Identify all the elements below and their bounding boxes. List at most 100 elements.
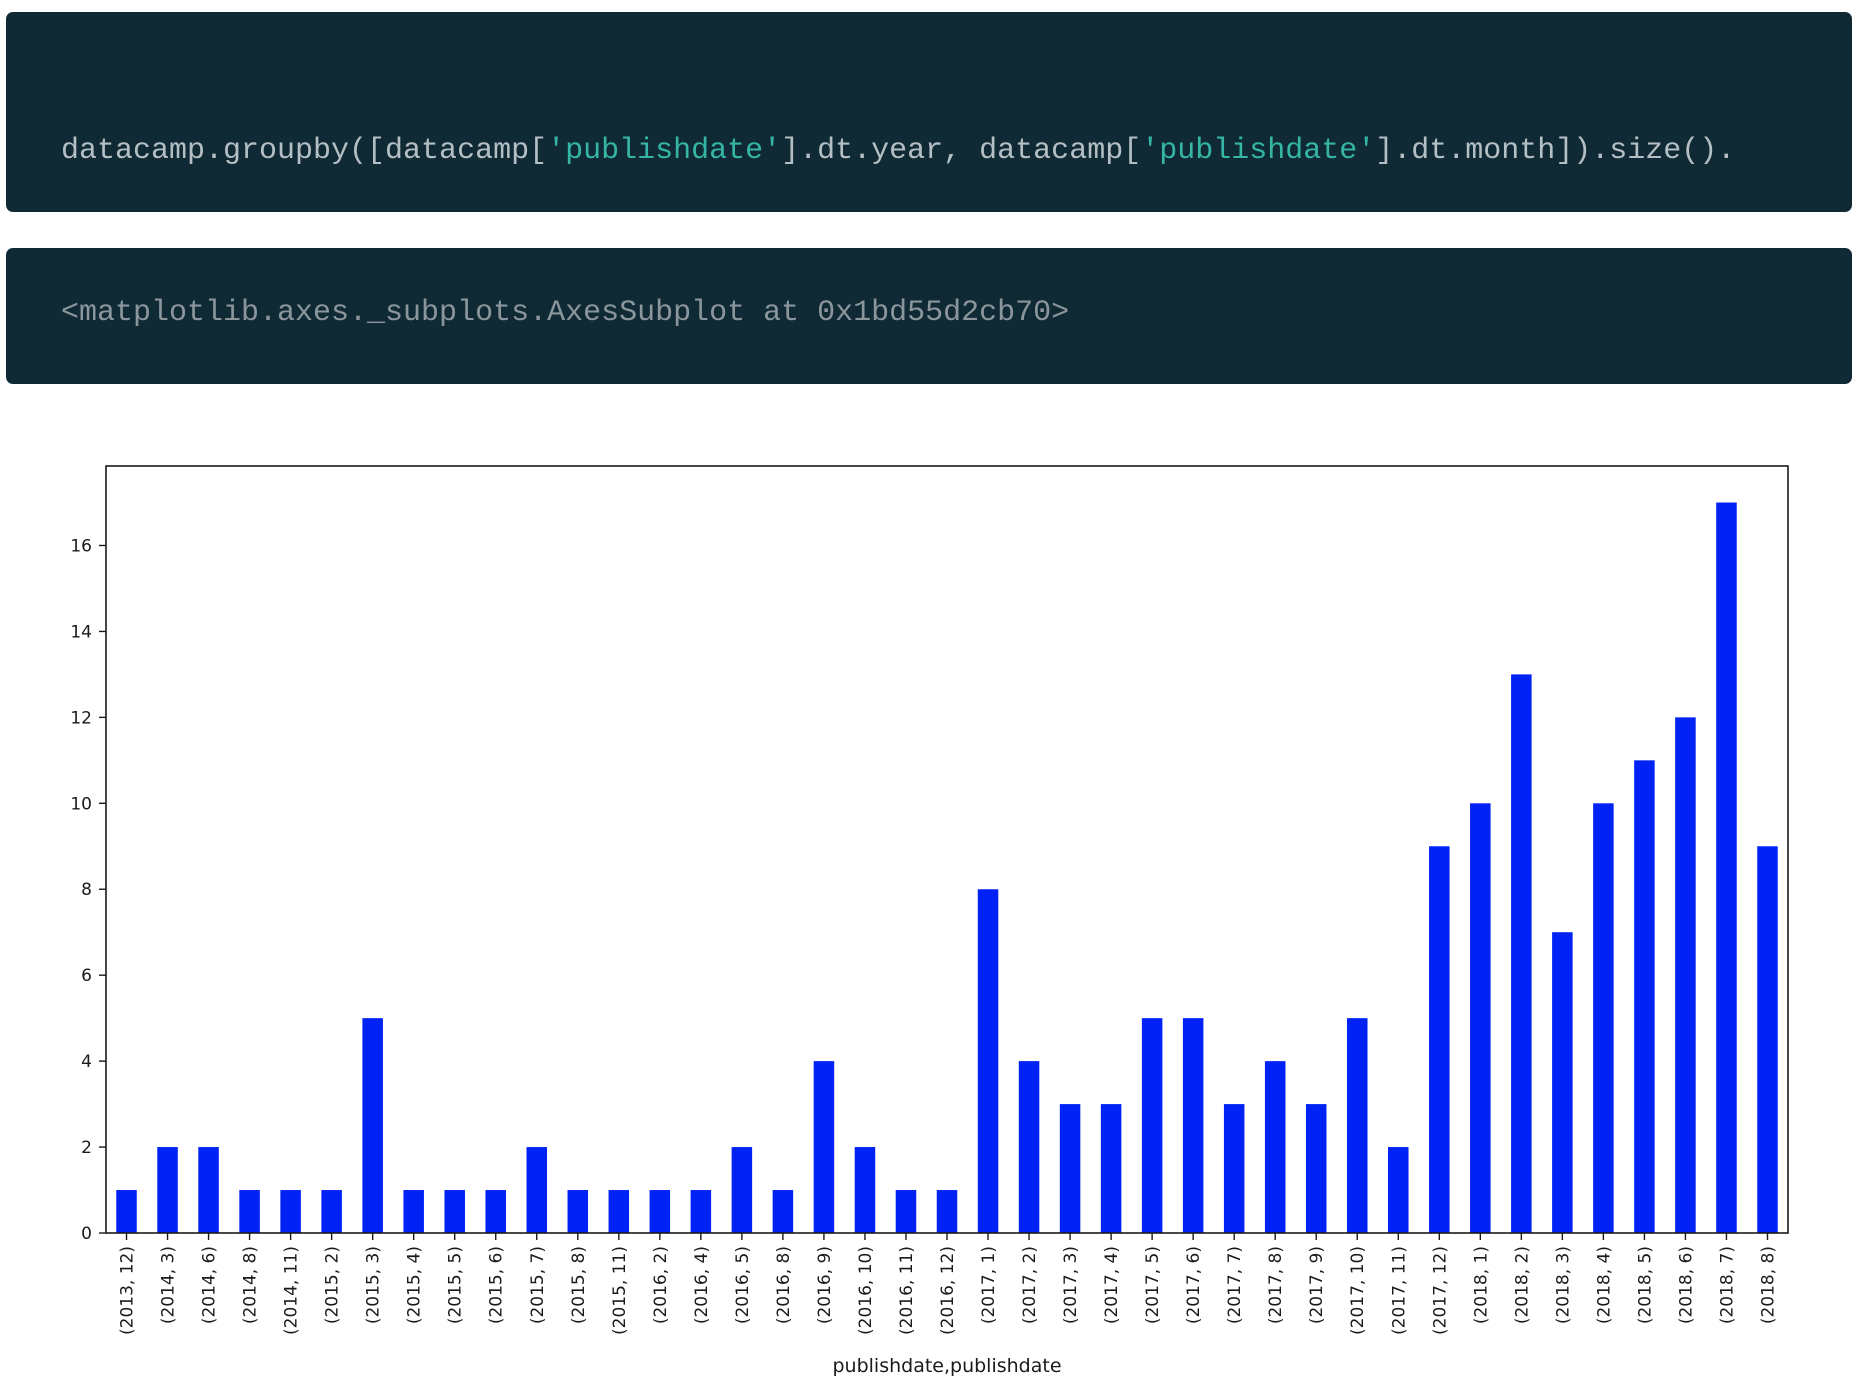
code-output-line: <matplotlib.axes._subplots.AxesSubplot a…	[61, 296, 1070, 330]
code-string-token: 'publishdate'	[547, 134, 782, 168]
x-tick-label: (2017, 8)	[1266, 1246, 1286, 1324]
bar	[1757, 846, 1778, 1233]
bar	[1264, 1061, 1286, 1233]
x-tick-label: (2015, 4)	[405, 1246, 425, 1324]
bar	[1388, 1147, 1409, 1233]
x-tick-label: (2016, 8)	[774, 1246, 794, 1324]
code-input-line: datacamp.groupby([datacamp['publishdate'…	[61, 134, 1735, 168]
y-ticks: 0 2 4 6 8 10 12 14 16	[70, 536, 106, 1244]
x-axis-label: publishdate,publishdate	[832, 1355, 1061, 1377]
x-tick-label: (2014, 3)	[159, 1246, 179, 1324]
x-tick-label: (2018, 7)	[1717, 1246, 1737, 1324]
bar	[444, 1190, 465, 1233]
x-tick-label: (2017, 2)	[1020, 1246, 1040, 1324]
code-output-cell: <matplotlib.axes._subplots.AxesSubplot a…	[6, 248, 1852, 384]
x-tick-label: (2016, 2)	[651, 1246, 671, 1324]
bar	[1346, 1018, 1368, 1233]
bar	[567, 1190, 589, 1233]
x-tick-label: (2018, 4)	[1594, 1246, 1614, 1324]
bar	[1593, 803, 1614, 1233]
bar	[690, 1190, 712, 1233]
x-tick-label: (2016, 4)	[692, 1246, 712, 1324]
bar	[813, 1061, 835, 1233]
x-tick-label: (2015, 5)	[446, 1246, 466, 1324]
bar	[1470, 803, 1491, 1233]
x-tick-label: (2017, 12)	[1430, 1246, 1450, 1335]
x-tick-label: (2014, 8)	[241, 1246, 261, 1324]
code-input-cell: datacamp.groupby([datacamp['publishdate'…	[6, 12, 1852, 212]
x-tick-label: (2015, 6)	[487, 1246, 507, 1324]
x-tick-label: (2017, 3)	[1061, 1246, 1081, 1324]
bar	[116, 1190, 137, 1233]
bar	[1018, 1061, 1040, 1233]
x-tick-label: (2017, 5)	[1143, 1246, 1163, 1324]
x-tick-label: (2016, 9)	[815, 1246, 835, 1324]
x-tick-label: (2015, 8)	[569, 1246, 589, 1324]
bar	[731, 1147, 753, 1233]
bar	[1305, 1104, 1327, 1233]
x-tick-label: (2015, 7)	[528, 1246, 548, 1324]
bar	[198, 1147, 219, 1233]
bar	[321, 1190, 342, 1233]
bar	[1716, 502, 1737, 1233]
bar	[895, 1190, 917, 1233]
y-tick-label: 0	[81, 1224, 92, 1244]
x-tick-label: (2018, 6)	[1676, 1246, 1696, 1324]
x-tick-label: (2016, 10)	[856, 1246, 876, 1335]
x-tick-label: (2017, 6)	[1184, 1246, 1204, 1324]
x-tick-label: (2018, 2)	[1512, 1246, 1532, 1324]
x-tick-label: (2017, 4)	[1102, 1246, 1122, 1324]
x-tick-label: (2018, 8)	[1758, 1246, 1778, 1324]
code-token: ].dt.year, datacamp[	[781, 134, 1142, 168]
x-tick-label: (2014, 6)	[200, 1246, 220, 1324]
bar	[772, 1190, 794, 1233]
y-tick-label: 4	[81, 1052, 92, 1072]
x-tick-label: (2015, 3)	[364, 1246, 384, 1324]
bar	[936, 1190, 958, 1233]
bar	[1634, 760, 1655, 1233]
y-tick-label: 10	[70, 794, 92, 814]
x-tick-label: (2013, 12)	[118, 1246, 138, 1335]
bars-layer	[116, 502, 1778, 1233]
x-tick-label: (2016, 12)	[938, 1246, 958, 1335]
bar-chart: 0 2 4 6 8 10 12 14 16 (2013, 12) (2014, 3) (2014, …	[70, 465, 1789, 1377]
x-tick-label: (2015, 2)	[323, 1246, 343, 1324]
bar	[1182, 1018, 1204, 1233]
bar	[649, 1190, 671, 1233]
bar	[239, 1190, 260, 1233]
bar	[157, 1147, 178, 1233]
x-ticks: (2013, 12) (2014, 3) (2014, 6) (2014, 8) (20…	[118, 1233, 1778, 1335]
x-tick-label: (2018, 1)	[1471, 1246, 1491, 1324]
bar	[608, 1190, 630, 1233]
x-tick-label: (2017, 7)	[1225, 1246, 1245, 1324]
x-tick-label: (2014, 11)	[282, 1246, 302, 1335]
bar	[1552, 932, 1573, 1233]
bar	[403, 1190, 424, 1233]
bar	[977, 889, 999, 1233]
x-tick-label: (2018, 5)	[1635, 1246, 1655, 1324]
code-token: ].dt.month]).size().	[1375, 134, 1736, 168]
x-tick-label: (2017, 10)	[1348, 1246, 1368, 1335]
axes-frame	[105, 465, 1789, 1234]
x-tick-label: (2016, 11)	[897, 1246, 917, 1335]
bar	[526, 1147, 548, 1233]
bar	[1429, 846, 1450, 1233]
x-tick-label: (2017, 9)	[1307, 1246, 1327, 1324]
x-tick-label: (2017, 11)	[1389, 1246, 1409, 1335]
bar	[1223, 1104, 1245, 1233]
x-tick-label: (2015, 11)	[610, 1246, 630, 1335]
bar	[1100, 1104, 1122, 1233]
y-tick-label: 6	[81, 966, 92, 986]
bar	[854, 1147, 876, 1233]
y-tick-label: 12	[70, 708, 92, 728]
y-tick-label: 14	[70, 622, 92, 642]
x-tick-label: (2017, 1)	[979, 1246, 999, 1324]
code-string-token: 'publishdate'	[1141, 134, 1376, 168]
y-tick-label: 2	[81, 1138, 92, 1158]
x-tick-label: (2016, 5)	[733, 1246, 753, 1324]
bar	[362, 1018, 383, 1233]
bar	[485, 1190, 506, 1233]
y-tick-label: 16	[70, 536, 92, 556]
code-token: datacamp.groupby([datacamp[	[61, 134, 548, 168]
x-tick-label: (2018, 3)	[1553, 1246, 1573, 1324]
